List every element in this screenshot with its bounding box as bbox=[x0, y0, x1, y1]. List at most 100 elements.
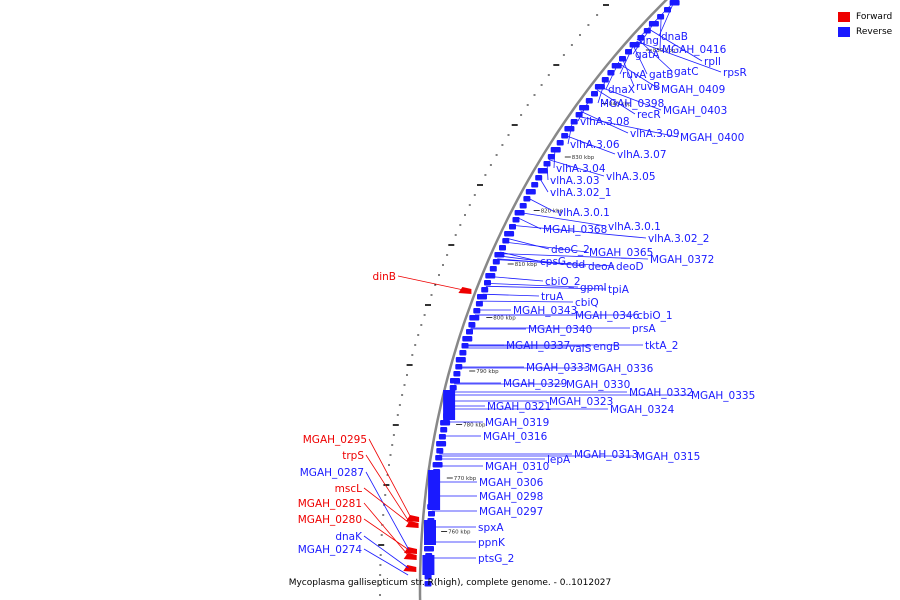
gene-label: vlhA.3.06 bbox=[570, 139, 620, 151]
reverse-gene-block bbox=[531, 182, 539, 188]
reverse-gene-block bbox=[485, 273, 496, 279]
reverse-gene-block bbox=[432, 462, 443, 468]
reverse-gene-block bbox=[459, 350, 467, 356]
leader-line bbox=[363, 535, 409, 569]
leader-line bbox=[636, 41, 722, 73]
reverse-gene-block bbox=[504, 231, 515, 237]
gene-label: MGAH_0409 bbox=[661, 84, 725, 96]
gene-label: MGAH_0400 bbox=[680, 132, 744, 144]
gene-label: MGAH_0337 bbox=[506, 340, 570, 352]
label-leader-lines bbox=[363, 1, 722, 576]
gene-label: vlhA.3.08 bbox=[580, 116, 630, 128]
gene-label: MGAH_0281 bbox=[298, 498, 362, 510]
gene-label: MGAH_0280 bbox=[298, 514, 362, 526]
leader-line bbox=[621, 57, 635, 87]
ruler-tick-label: 810 kbp bbox=[515, 262, 538, 268]
reverse-gene-block bbox=[438, 434, 446, 440]
reverse-gene-block bbox=[564, 126, 575, 132]
reverse-gene-block bbox=[523, 196, 531, 202]
gene-label: cbiO_1 bbox=[637, 310, 673, 322]
gene-label: rpsR bbox=[723, 67, 747, 79]
leader-line bbox=[368, 438, 412, 519]
reverse-gene-block bbox=[625, 49, 632, 55]
leader-line bbox=[597, 77, 607, 104]
leader-line bbox=[485, 285, 607, 290]
gene-label: MGAH_0336 bbox=[589, 363, 654, 375]
forward-gene-arrow bbox=[406, 515, 420, 522]
reverse-gene-block bbox=[462, 336, 473, 342]
reverse-gene-block bbox=[422, 555, 435, 575]
gene-label: rplI bbox=[704, 56, 721, 68]
reverse-gene-block bbox=[556, 140, 564, 146]
gene-label: gpmI bbox=[580, 282, 607, 294]
reverse-gene-block bbox=[428, 511, 435, 517]
leader-line bbox=[605, 61, 620, 90]
leader-line bbox=[496, 259, 615, 267]
reverse-gene-block bbox=[424, 520, 436, 545]
gene-label: dnaX bbox=[608, 84, 635, 96]
leader-line bbox=[499, 253, 649, 260]
reverse-gene-block bbox=[428, 470, 441, 510]
gene-label: vlhA.3.02_1 bbox=[550, 187, 611, 199]
leader-line bbox=[659, 14, 662, 50]
leader-line bbox=[365, 471, 410, 551]
gene-label: deoC_2 bbox=[551, 244, 590, 256]
leader-line bbox=[577, 115, 679, 138]
gene-label: vlhA.3.03 bbox=[550, 175, 600, 187]
legend: Forward Reverse bbox=[838, 9, 892, 39]
reverse-gene-block bbox=[519, 203, 527, 209]
reverse-gene-block bbox=[525, 189, 536, 195]
gene-label: dinB bbox=[373, 271, 396, 283]
gene-label: MGAH_0316 bbox=[483, 431, 548, 443]
reverse-gene-block bbox=[424, 574, 432, 580]
reverse-gene-block bbox=[512, 217, 520, 223]
gene-label: deoD bbox=[616, 261, 644, 273]
leader-line bbox=[489, 276, 544, 282]
leader-line bbox=[486, 283, 579, 288]
reverse-gene-block bbox=[591, 91, 598, 97]
gene-label: gatB bbox=[649, 69, 673, 81]
gene-label: MGAH_0287 bbox=[300, 467, 364, 479]
leader-line bbox=[363, 548, 409, 576]
gene-label: MGAH_0330 bbox=[566, 379, 630, 391]
reverse-gene-block bbox=[440, 427, 448, 433]
reverse-gene-block bbox=[468, 322, 476, 328]
reverse-gene-block bbox=[550, 147, 561, 153]
gene-label: MGAH_0323 bbox=[549, 396, 613, 408]
reverse-gene-block bbox=[492, 259, 500, 265]
gene-label: MGAH_0333 bbox=[526, 362, 590, 374]
reverse-gene-block bbox=[570, 119, 578, 125]
gene-label: ruvB bbox=[636, 81, 660, 93]
legend-label-forward: Forward bbox=[856, 11, 893, 22]
leader-line bbox=[482, 293, 540, 297]
leader-line bbox=[365, 454, 411, 525]
reverse-gene-block bbox=[424, 581, 432, 587]
reverse-gene-block bbox=[436, 441, 447, 447]
ruler-tick-label: 830 kbp bbox=[572, 155, 595, 161]
gene-label: engB bbox=[593, 341, 620, 353]
gene-label: valS bbox=[569, 343, 592, 355]
legend-item-reverse: Reverse bbox=[838, 24, 892, 39]
gene-label: mscL bbox=[335, 483, 362, 495]
ruler-tick-label: 850 kbp bbox=[653, 48, 676, 54]
ruler-tick-label: 800 kbp bbox=[493, 316, 516, 322]
leader-line bbox=[506, 237, 550, 250]
gene-label: truA bbox=[541, 291, 564, 303]
reverse-gene-block bbox=[484, 280, 491, 286]
leader-line bbox=[527, 197, 556, 213]
reverse-gene-block bbox=[466, 329, 473, 335]
gene-label: MGAH_0324 bbox=[610, 404, 675, 416]
gene-label: MGAH_0343 bbox=[513, 305, 577, 317]
leader-line bbox=[516, 216, 542, 230]
reverse-gene-block bbox=[424, 546, 434, 552]
leader-line bbox=[647, 28, 703, 62]
gene-label: MGAH_0368 bbox=[543, 224, 607, 236]
gene-label: vlhA.3.09 bbox=[630, 128, 680, 140]
gene-label: spxA bbox=[478, 522, 504, 534]
gene-label: cbiQ bbox=[575, 297, 599, 309]
leader-line bbox=[553, 149, 556, 169]
gene-label: MGAH_0403 bbox=[663, 105, 727, 117]
gene-label: cpsG bbox=[540, 256, 566, 268]
genome-backbone bbox=[418, 0, 668, 600]
gene-label: ppnK bbox=[478, 537, 506, 549]
